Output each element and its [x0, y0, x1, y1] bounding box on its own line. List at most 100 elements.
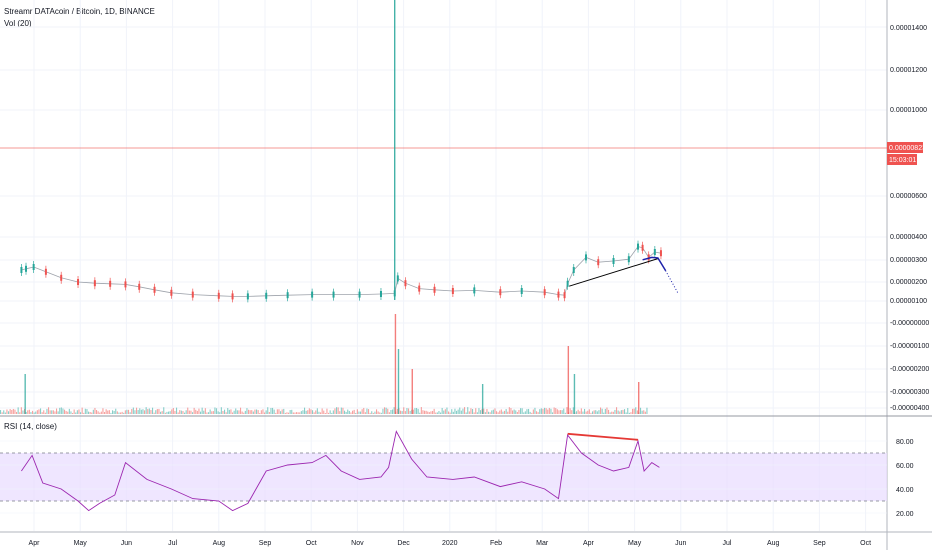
volume-bar [569, 408, 571, 414]
rsi-line[interactable] [21, 430, 660, 512]
volume-bar [40, 408, 42, 414]
volume-bar [107, 410, 109, 414]
volume-bar [72, 412, 74, 414]
volume-bar [144, 410, 146, 414]
volume-bar [438, 411, 440, 414]
volume-bar [312, 410, 314, 414]
volume-bar [408, 408, 410, 414]
volume-bar [446, 407, 448, 414]
price-tick-label: -0.00000400 [890, 405, 929, 412]
time-tick-label: Apr [29, 540, 41, 547]
volume-bar [499, 410, 501, 414]
volume-bar [345, 411, 347, 414]
volume-bar [49, 410, 51, 414]
projection-dotted-line[interactable] [665, 270, 679, 294]
volume-bar [470, 408, 472, 414]
volume-bar [150, 409, 152, 414]
time-tick-label: Nov [351, 540, 364, 547]
volume-bar [188, 410, 190, 414]
volume-bar [451, 409, 453, 414]
volume-bar [4, 412, 6, 414]
price-series[interactable] [20, 240, 662, 303]
volume-bar [427, 411, 429, 414]
volume-bar [297, 412, 299, 414]
volume-bar [123, 412, 125, 414]
volume-bar [206, 412, 208, 414]
volume-bar [630, 412, 632, 414]
volume-bar [334, 408, 336, 414]
volume-bar [196, 410, 198, 414]
time-axis[interactable]: Apr May Jun Jul Aug Sep Oct Nov Dec 2020 Feb Mar Apr… [29, 540, 872, 547]
projection-path[interactable] [642, 256, 667, 271]
volume-bar [313, 412, 315, 414]
rsi-divergence-line[interactable] [567, 432, 639, 441]
volume-bar [32, 410, 34, 414]
volume-bar [600, 407, 602, 414]
price-axis[interactable]: 0.00001400 0.00001200 0.00001000 0.00000600… [890, 25, 929, 412]
volume-bar [315, 410, 317, 414]
volume-bar [534, 407, 536, 414]
volume-bar [380, 412, 382, 414]
volume-bar [46, 408, 48, 414]
price-tick-label: 0.00000400 [890, 234, 927, 241]
volume-bar [342, 407, 344, 414]
volume-bar [452, 411, 454, 414]
volume-bar [347, 409, 349, 414]
volume-bar [36, 410, 38, 414]
volume-bar [473, 412, 475, 414]
last-price-tags: 0.00000823 15:03:01 [887, 142, 926, 165]
volume-bar [460, 410, 462, 414]
volume-bar [174, 410, 176, 414]
volume-bar [636, 410, 638, 414]
volume-bar [198, 408, 200, 414]
volume-bar [328, 412, 330, 414]
time-tick-label: Apr [583, 540, 595, 547]
volume-bar [643, 410, 645, 414]
volume-bar [6, 409, 8, 414]
volume-bar [278, 409, 280, 414]
volume-bar [376, 409, 378, 414]
price-tick-label: 0.00000300 [890, 257, 927, 264]
rsi-indicator-label[interactable]: RSI (14, close) [4, 422, 57, 431]
volume-bar [598, 410, 600, 414]
volume-bar [272, 407, 274, 414]
volume-bar [136, 407, 138, 414]
volume-bar [592, 411, 594, 414]
volume-bar [555, 408, 557, 414]
chart-symbol-title[interactable]: Streamr DATAcoin / Bitcoin, 1D, BINANCE [4, 7, 155, 16]
volume-bar [593, 410, 595, 414]
volume-bar [94, 407, 96, 414]
volume-bar [582, 411, 584, 414]
volume-bar [520, 408, 522, 414]
volume-bar [22, 410, 24, 414]
volume-bar [588, 409, 590, 414]
volume-bar [260, 410, 262, 414]
ascending-trendline[interactable] [569, 258, 659, 287]
volume-bar [219, 412, 221, 414]
volume-bar [59, 407, 61, 414]
volume-bar [388, 412, 390, 414]
time-tick-label: Jun [121, 540, 132, 547]
volume-bar [387, 408, 389, 414]
volume-bar [435, 412, 437, 414]
volume-bar [528, 408, 530, 414]
volume-bar [76, 410, 78, 414]
volume-indicator-label[interactable]: Vol (20) [4, 19, 32, 28]
volume-bar [524, 411, 526, 414]
volume-bar [456, 410, 458, 414]
price-tick-label: 0.00000600 [890, 193, 927, 200]
volume-bar [353, 409, 355, 414]
volume-bar [246, 408, 248, 414]
price-tick-label: -0.00000000 [890, 320, 929, 327]
volume-bar [550, 408, 552, 414]
volume-bar [500, 409, 502, 414]
volume-bar [256, 409, 258, 414]
volume-bar [62, 408, 64, 414]
volume-bar [326, 408, 328, 414]
rsi-pane: 80.00 60.00 40.00 20.00 [0, 439, 914, 518]
time-tick-label: Oct [306, 540, 317, 547]
volume-bar [540, 408, 542, 414]
volume-bar [467, 407, 469, 414]
volume-bar [561, 410, 563, 414]
